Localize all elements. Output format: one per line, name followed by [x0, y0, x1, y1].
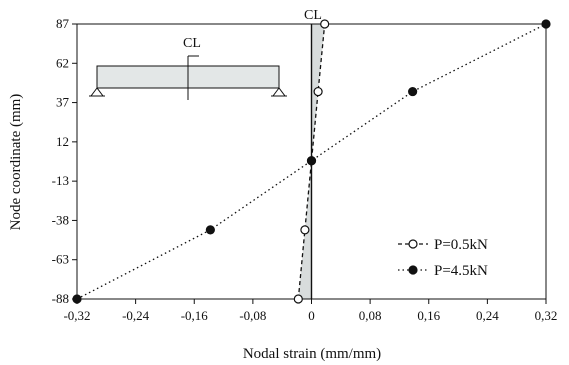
data-point [320, 19, 330, 29]
data-point [205, 225, 215, 235]
series-line [297, 23, 326, 300]
data-point [313, 86, 323, 97]
x-tick-label: 0,08 [359, 308, 382, 323]
y-tick-label: 62 [56, 55, 69, 70]
y-tick-label: -63 [52, 252, 69, 267]
beam-inset: CL [89, 36, 287, 100]
x-tick-label: -0,32 [63, 308, 90, 323]
y-tick-label: 12 [56, 134, 69, 149]
y-tick-label: -38 [52, 212, 69, 227]
legend: P=0.5kN P=4.5kN [398, 237, 488, 279]
x-tick-label: -0,24 [122, 308, 150, 323]
series-2 [72, 19, 551, 304]
x-tick-label: -0,08 [239, 308, 266, 323]
y-axis-ticks: 87 62 37 12 -13 -38 -63 -88 [52, 16, 77, 306]
left-support [90, 87, 104, 97]
data-point [541, 19, 551, 29]
legend-item: P=4.5kN [398, 263, 488, 279]
legend-marker [408, 239, 418, 249]
legend-marker [408, 265, 418, 275]
data-point [300, 225, 310, 235]
y-tick-label: 87 [56, 16, 70, 31]
right-support [272, 87, 286, 97]
x-tick-label: 0,16 [417, 308, 440, 323]
legend-label: P=0.5kN [434, 237, 488, 253]
x-axis-ticks: -0,32 -0,24 -0,16 -0,08 0 0,08 0,16 0,24 0,32 [63, 299, 557, 323]
x-axis-label: Nodal strain (mm/mm) [243, 346, 381, 362]
inset-cl-label: CL [183, 36, 201, 51]
x-tick-label: 0,32 [535, 308, 558, 323]
x-tick-label: -0,16 [181, 308, 209, 323]
y-tick-label: -13 [52, 173, 69, 188]
series-line [76, 23, 547, 300]
data-point [72, 294, 82, 304]
y-tick-label: -88 [52, 291, 69, 306]
data-point [293, 294, 303, 304]
y-tick-label: 37 [56, 95, 70, 110]
legend-item: P=0.5kN [398, 237, 488, 253]
series-layer [72, 19, 551, 304]
x-tick-label: 0 [308, 308, 315, 323]
y-axis-label: Node coordinate (mm) [8, 94, 24, 231]
data-point [306, 156, 317, 166]
x-tick-label: 0,24 [476, 308, 499, 323]
data-point [408, 86, 418, 97]
legend-label: P=4.5kN [434, 263, 488, 279]
centerline-label: CL [304, 8, 322, 23]
